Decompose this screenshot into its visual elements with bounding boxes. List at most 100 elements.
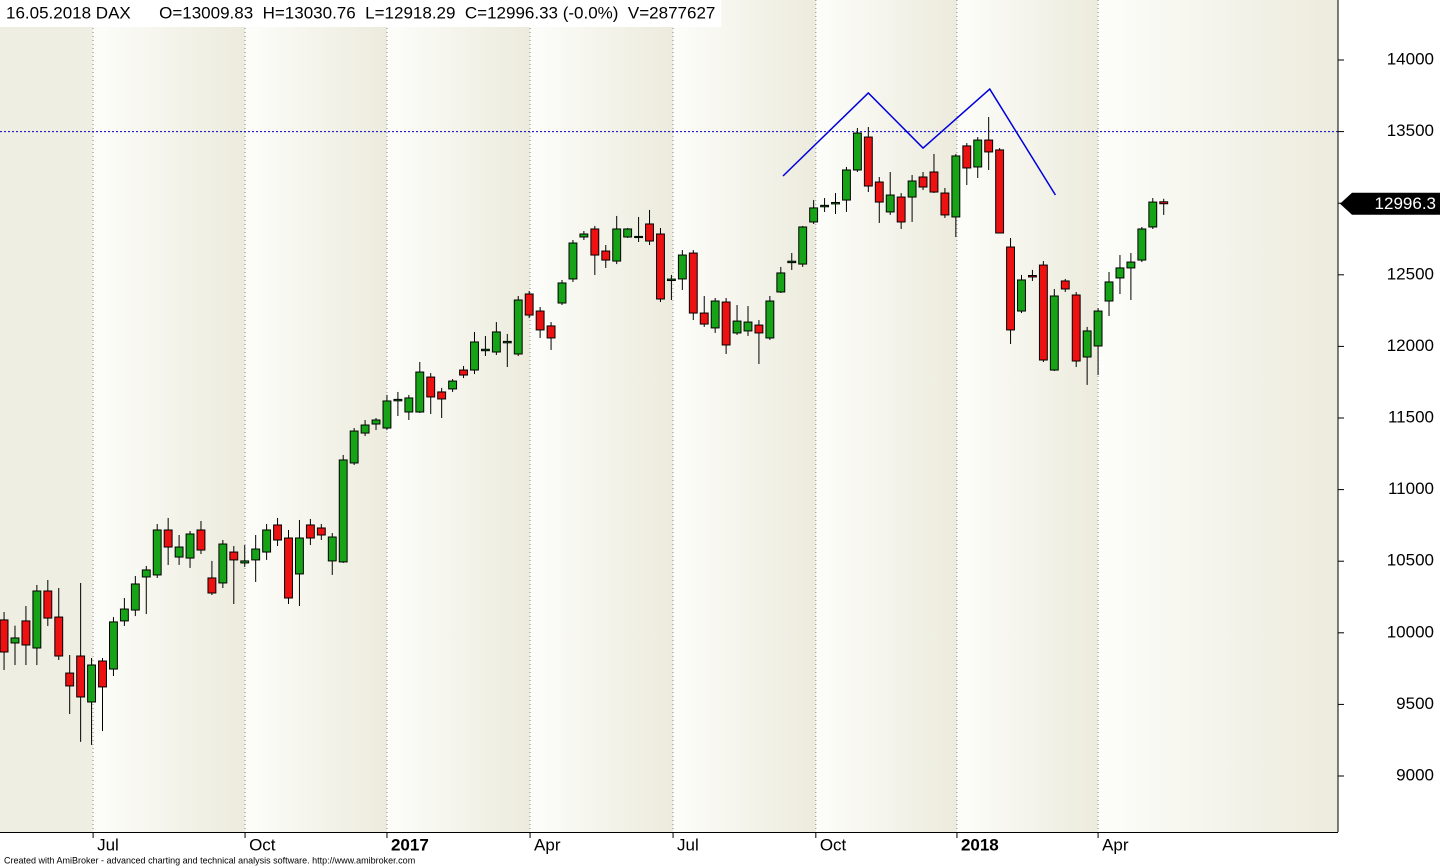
candle-body [721,301,731,346]
candle-body [371,419,381,425]
candle-body [885,194,895,213]
candle-body [776,272,786,293]
candle-body [404,397,414,413]
candle-body [185,533,195,559]
candle-body [218,543,228,584]
candle-body [1006,246,1015,331]
candle-body [645,223,654,242]
x-tick-label: 2017 [391,835,429,854]
candle-body [382,400,392,429]
x-tick-label: Jul [97,835,119,854]
x-tick-label: Apr [534,835,561,854]
candle-body [918,176,928,188]
candle-body [666,278,676,282]
candle-body [360,424,370,434]
x-tick-label: 2018 [961,835,999,854]
candle-body [732,320,742,334]
candle-body [677,254,687,280]
candle-body [1082,330,1092,358]
candle-body [1137,228,1147,261]
candle-body [480,348,490,352]
candle-body [546,325,556,339]
candle-body [984,139,994,153]
candle-body [929,171,939,193]
candle-body [809,207,819,223]
candle-body [973,139,983,168]
y-tick-label: 12000 [1387,336,1434,355]
candle-body [43,590,53,619]
candle-body [634,235,644,239]
candle-body [141,569,151,578]
background-band [386,0,531,832]
candle-body [743,321,753,332]
candle-body [98,660,107,688]
candle-body [601,250,611,261]
x-tick-label: Oct [249,835,276,854]
candle-body [1148,201,1158,228]
candle-body [557,282,567,304]
candle-body [338,459,348,563]
candle-body [590,228,600,256]
candle-body [1060,280,1070,290]
background-band [956,0,1099,832]
y-tick-label: 10000 [1387,622,1434,641]
candle-body [240,560,250,564]
candle-body [535,310,545,331]
candle-body [1071,294,1081,362]
candle-body [787,260,797,264]
candle-body [940,192,950,216]
candle-body [273,524,282,541]
candle-body [163,529,173,548]
candle-body [1093,310,1103,347]
candle-body [995,149,1005,234]
candle-body [76,655,86,698]
candle-body [874,181,884,203]
candle-body [305,524,315,539]
candle-body [656,233,665,300]
candle-body [1159,201,1169,205]
candle-body [448,380,458,390]
candle-body [765,300,775,339]
background-band [673,0,816,832]
candle-body [798,226,808,265]
y-tick-label: 13500 [1387,121,1434,140]
background-band [1098,0,1338,832]
candle-body [863,136,873,187]
candle-body [174,546,184,558]
background-band [93,0,246,832]
title-background [0,0,722,27]
candle-body [32,590,42,649]
candle-body [502,340,512,344]
candle-body [0,619,9,653]
candle-body [1027,275,1037,278]
candle-body [415,371,425,413]
candle-body [688,252,698,314]
candle-body [65,672,75,687]
candle-body [491,331,501,353]
candle-body [524,293,534,316]
candle-body [393,398,403,402]
candle-body [251,548,261,561]
candle-body [196,529,206,551]
candle-body [896,196,906,223]
candle-body [1049,295,1059,371]
y-tick-label: 14000 [1387,49,1434,68]
candle-body [1126,261,1136,269]
y-tick-label: 9000 [1396,765,1434,784]
background-band [245,0,387,832]
candle-body [754,324,764,334]
candle-body [10,637,20,644]
chart-title: 16.05.2018 DAX O=13009.83 H=13030.76 L=1… [6,3,715,22]
background-band [530,0,674,832]
x-tick-label: Oct [820,835,847,854]
candle-body [513,299,523,355]
annotation-line [782,87,1057,196]
candle-body [349,430,359,464]
candle-body [579,233,589,238]
y-tick-label: 10500 [1387,551,1434,570]
y-tick-label: 9500 [1396,694,1434,713]
candle-body [831,201,840,205]
candle-body [710,300,720,329]
candle-body [962,145,972,169]
